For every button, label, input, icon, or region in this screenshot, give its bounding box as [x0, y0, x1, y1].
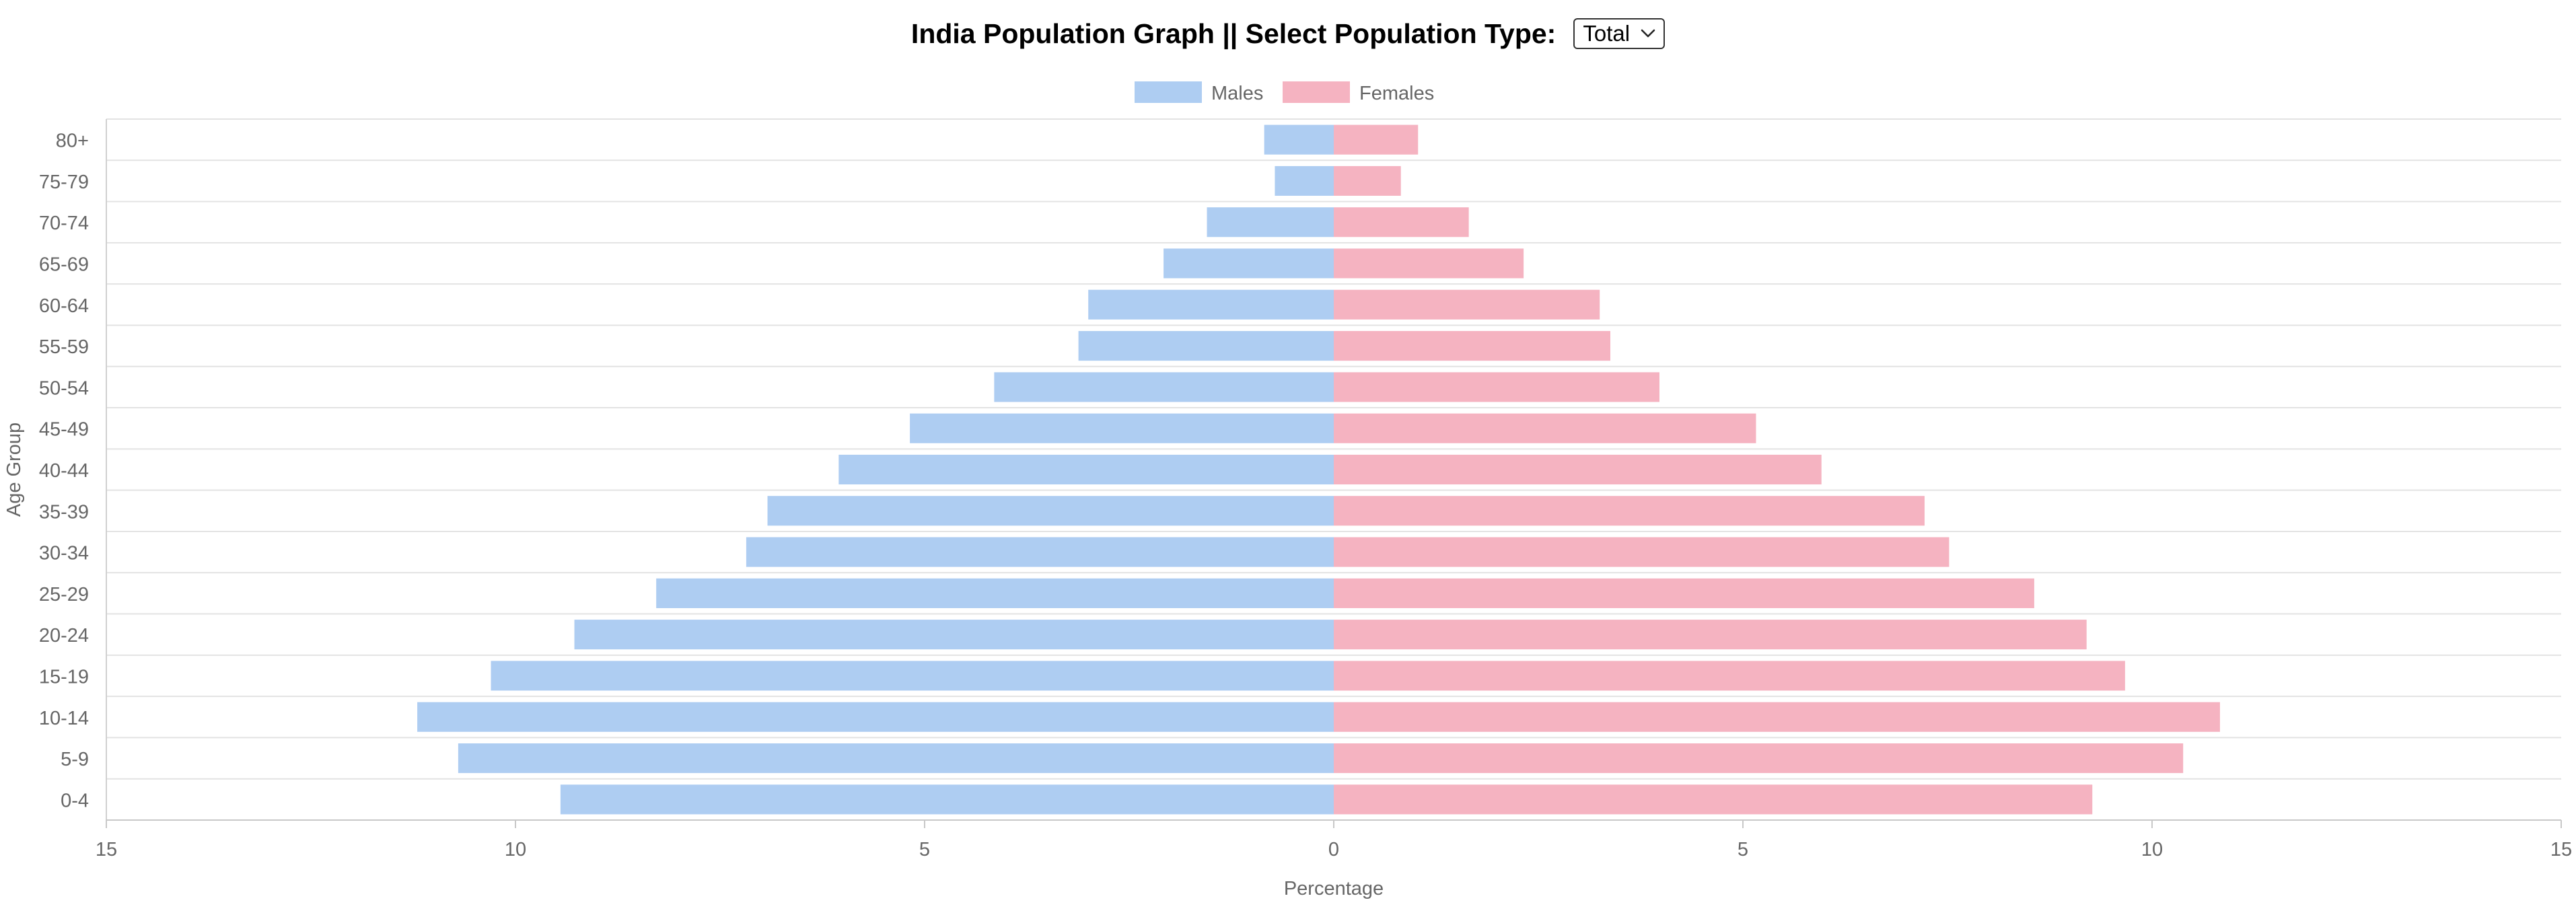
bar-females-15-19: [1334, 661, 2125, 691]
y-tick-label: 45-49: [39, 419, 89, 441]
chevron-down-icon: [1641, 29, 1655, 38]
y-tick-label: 80+: [56, 131, 89, 152]
x-tick-label: 10: [2141, 839, 2163, 860]
legend-label-females: Females: [1359, 83, 1434, 104]
bar-females-20-24: [1334, 620, 2087, 650]
x-tick-label: 15: [2550, 839, 2572, 860]
y-tick-label: 60-64: [39, 295, 89, 317]
chart-title: India Population Graph || Select Populat…: [910, 17, 1557, 49]
y-tick-label: 30-34: [39, 543, 89, 564]
bar-males-0-4: [560, 784, 1334, 815]
y-tick-label: 70-74: [39, 213, 89, 234]
y-tick-label: 65-69: [39, 254, 89, 276]
x-tick-label: 15: [96, 839, 117, 860]
bar-males-65-69: [1164, 248, 1334, 279]
bar-males-60-64: [1088, 289, 1334, 320]
y-tick-label: 10-14: [39, 708, 89, 729]
bar-males-80+: [1264, 124, 1334, 155]
bar-males-30-34: [746, 537, 1334, 567]
y-tick-label: 40-44: [39, 460, 89, 482]
bar-females-25-29: [1334, 578, 2034, 608]
y-tick-label: 55-59: [39, 336, 89, 358]
y-tick-label: 50-54: [39, 377, 89, 399]
y-tick-label: 5-9: [61, 749, 89, 770]
bar-females-70-74: [1334, 207, 1469, 237]
bar-males-5-9: [458, 743, 1334, 774]
bar-males-35-39: [767, 496, 1334, 526]
bar-males-40-44: [838, 454, 1334, 485]
chart-header: India Population Graph || Select Populat…: [0, 13, 2576, 54]
x-tick-label: 10: [505, 839, 526, 860]
x-tick-label: 5: [919, 839, 930, 860]
bar-females-80+: [1334, 124, 1419, 155]
x-axis-title: Percentage: [1284, 878, 1384, 899]
bar-females-40-44: [1334, 454, 1822, 485]
y-tick-label: 15-19: [39, 666, 89, 688]
bar-females-65-69: [1334, 248, 1524, 279]
bar-females-55-59: [1334, 331, 1611, 361]
y-tick-label: 0-4: [61, 790, 89, 811]
x-tick-label: 0: [1328, 839, 1339, 860]
bar-males-75-79: [1275, 165, 1334, 196]
bar-males-25-29: [656, 578, 1334, 608]
bar-females-75-79: [1334, 165, 1401, 196]
bar-males-10-14: [417, 702, 1334, 732]
y-tick-label: 35-39: [39, 501, 89, 523]
bar-males-55-59: [1078, 331, 1334, 361]
bar-females-5-9: [1334, 743, 2184, 774]
legend-swatch-females: [1283, 81, 1350, 103]
bar-males-70-74: [1207, 207, 1334, 237]
y-tick-label: 75-79: [39, 172, 89, 193]
y-tick-label: 25-29: [39, 584, 89, 605]
bar-females-45-49: [1334, 413, 1756, 443]
bar-males-20-24: [574, 620, 1334, 650]
bar-males-45-49: [910, 413, 1334, 443]
bar-females-10-14: [1334, 702, 2220, 732]
bar-females-0-4: [1334, 784, 2093, 815]
population-type-selected-value: Total: [1583, 21, 1631, 46]
bar-females-50-54: [1334, 372, 1659, 402]
population-type-select[interactable]: Total: [1573, 18, 1666, 49]
legend-swatch-males: [1135, 81, 1202, 103]
legend-label-males: Males: [1211, 83, 1263, 104]
bar-females-35-39: [1334, 496, 1925, 526]
bar-females-30-34: [1334, 537, 1949, 567]
y-tick-label: 20-24: [39, 625, 89, 647]
x-tick-label: 5: [1738, 839, 1748, 860]
bar-males-50-54: [994, 372, 1334, 402]
bar-males-15-19: [491, 661, 1334, 691]
y-axis-title: Age Group: [3, 422, 25, 517]
bar-females-60-64: [1334, 289, 1600, 320]
